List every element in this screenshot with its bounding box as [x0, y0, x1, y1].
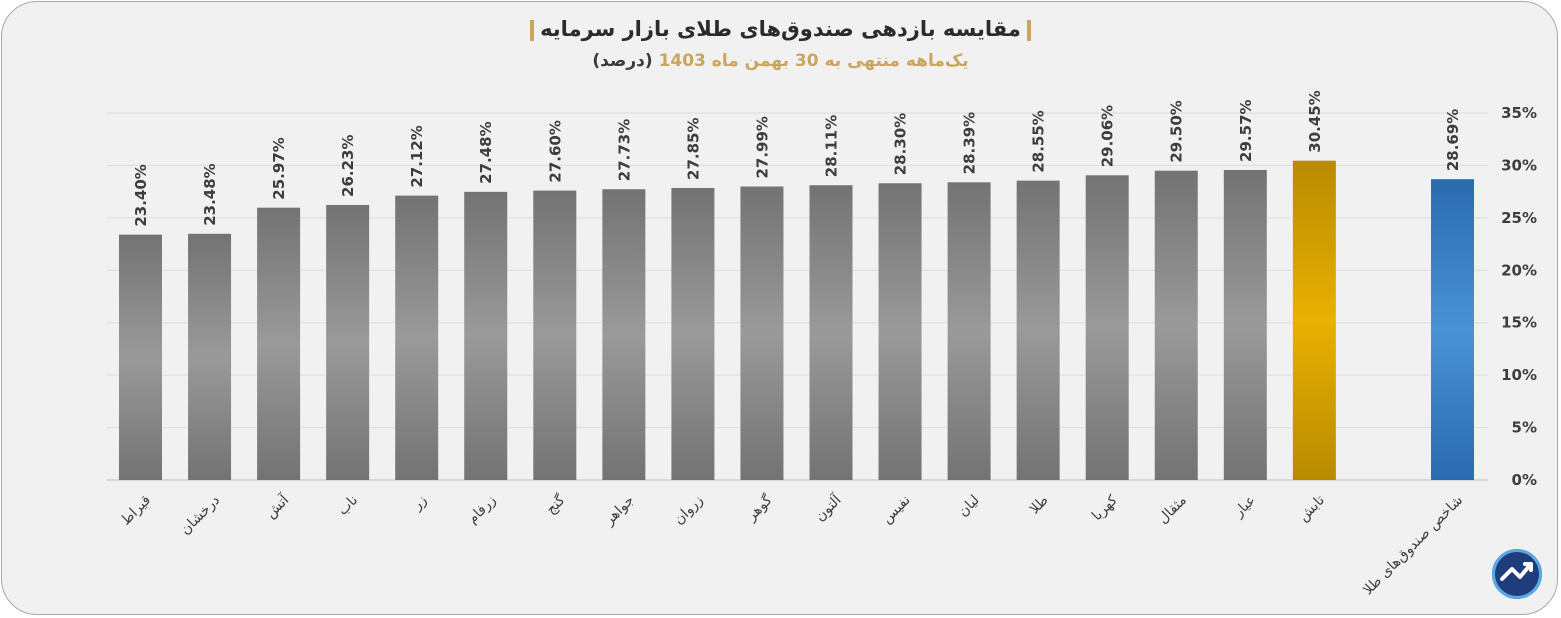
x-tick-label: درخشان	[177, 492, 223, 538]
x-tick-label: شاخص صندوق‌های طلا	[1360, 492, 1466, 598]
bar	[809, 185, 853, 480]
x-tick-label: طلا	[1027, 492, 1052, 517]
chart-title: مقایسه بازدهی صندوق‌های طلای بازار سرمای…	[540, 17, 1021, 41]
data-label: 27.85%	[684, 117, 702, 179]
data-label: 27.12%	[408, 125, 426, 187]
bar	[947, 182, 991, 480]
bar	[464, 191, 508, 480]
chart-subtitle-row: یک‌ماهه منتهی به 30 بهمن ماه 1403 (درصد)	[0, 48, 1561, 74]
bar	[602, 189, 646, 480]
y-tick-label: 30%	[1501, 156, 1537, 174]
data-label: 27.48%	[477, 121, 495, 183]
data-label: 25.97%	[270, 137, 288, 199]
x-tick-label: عیار	[1230, 492, 1259, 521]
x-tick-label: زرفام	[465, 492, 500, 527]
x-tick-label: تابش	[1295, 492, 1328, 525]
y-tick-label: 35%	[1501, 104, 1537, 122]
bar	[740, 186, 784, 480]
x-tick-label: لیان	[955, 492, 983, 520]
data-label: 28.55%	[1030, 110, 1048, 172]
bar	[533, 190, 577, 480]
y-tick-label: 10%	[1501, 366, 1537, 384]
data-label: 28.30%	[892, 113, 910, 175]
data-label: 28.69%	[1444, 109, 1462, 171]
data-label: 27.60%	[546, 120, 564, 182]
x-axis-ticks: قیراط درخشان آتش ناب زر زرفام گنج جواهر زروان گوه…	[118, 491, 1466, 598]
bar	[1223, 169, 1267, 480]
trend-arrow-logo-icon	[1492, 549, 1542, 599]
title-accent-bar	[1026, 19, 1031, 41]
x-tick-label: آتش	[262, 491, 293, 522]
bar	[395, 195, 439, 480]
data-label: 27.73%	[615, 119, 633, 181]
data-label: 26.23%	[339, 134, 357, 196]
data-label: 29.50%	[1168, 100, 1186, 162]
bar	[1431, 179, 1474, 480]
y-tick-label: 25%	[1501, 209, 1537, 227]
data-label: 23.48%	[201, 163, 219, 225]
y-tick-label: 20%	[1501, 261, 1537, 279]
x-tick-label: گوهر	[742, 491, 775, 524]
data-label: 27.99%	[753, 116, 771, 178]
gridlines	[107, 112, 1488, 481]
bar	[1292, 160, 1336, 480]
data-label: 28.39%	[961, 112, 979, 174]
x-tick-label: ناب	[335, 492, 361, 518]
x-tick-label: گنج	[542, 491, 568, 517]
x-tick-label: کهربا	[1089, 492, 1121, 524]
x-tick-label: نفیس	[879, 492, 914, 527]
data-label: 28.11%	[823, 115, 841, 177]
data-label: 23.40%	[132, 164, 150, 226]
bar	[188, 233, 232, 480]
x-tick-label: قیراط	[118, 492, 154, 528]
y-tick-label: 15%	[1501, 314, 1537, 332]
data-label: 30.45%	[1306, 90, 1324, 152]
chart-title-row: مقایسه بازدهی صندوق‌های طلای بازار سرمای…	[0, 14, 1561, 44]
bar	[671, 187, 715, 481]
bar	[119, 234, 162, 480]
bar	[326, 204, 370, 480]
title-accent-bar	[530, 19, 535, 41]
x-tick-label: جواهر	[601, 492, 638, 529]
data-labels: 23.40% 23.48% 25.97% 26.23% 27.12% 27.48% 27.6…	[132, 90, 1462, 226]
bar	[257, 207, 301, 480]
bar	[1016, 180, 1060, 480]
x-tick-label: زروان	[671, 492, 707, 528]
y-tick-label: 5%	[1512, 419, 1537, 437]
chart-titles: مقایسه بازدهی صندوق‌های طلای بازار سرمای…	[0, 14, 1561, 74]
bars	[119, 160, 1474, 481]
data-label: 29.57%	[1237, 99, 1255, 161]
chart-subtitle: یک‌ماهه منتهی به 30 بهمن ماه 1403	[658, 51, 969, 71]
bar	[1154, 170, 1198, 480]
x-tick-label: آلتون	[811, 491, 845, 525]
x-tick-label: زر	[409, 492, 431, 514]
y-axis-ticks: 0% 5% 10% 15% 20% 25% 30% 35%	[1501, 104, 1537, 489]
y-tick-label: 0%	[1512, 471, 1537, 489]
chart-subtitle-unit: (درصد)	[592, 51, 653, 71]
data-label: 29.06%	[1099, 105, 1117, 167]
x-tick-label: مثقال	[1155, 492, 1190, 527]
bar	[878, 183, 922, 481]
bar	[1085, 175, 1129, 480]
